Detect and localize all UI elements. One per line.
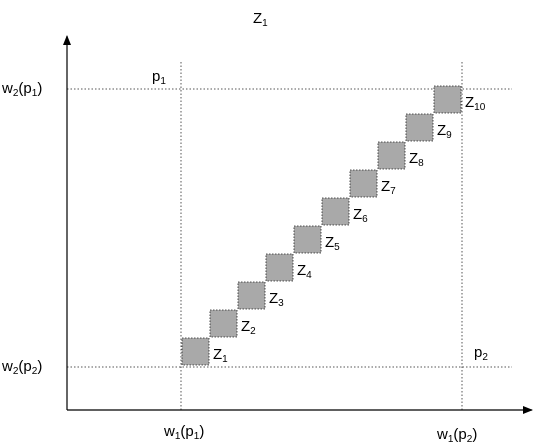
square-z10: Z10 xyxy=(433,85,486,114)
title-sub: 1 xyxy=(262,18,268,29)
square-z9: Z9 xyxy=(405,113,452,142)
square-z6-label: Z6 xyxy=(353,206,368,225)
square-z1-box xyxy=(181,337,210,366)
square-z3-label: Z3 xyxy=(269,290,284,309)
diagram-title: Z1 xyxy=(253,10,268,29)
square-z6: Z6 xyxy=(321,197,368,226)
x-label-w1-p1: w1(p1) xyxy=(163,423,204,442)
square-z7-box xyxy=(349,169,378,198)
square-z8: Z8 xyxy=(377,141,424,170)
square-z4-box xyxy=(265,253,294,282)
square-z8-box xyxy=(377,141,406,170)
square-z2: Z2 xyxy=(209,309,256,338)
square-z5-box xyxy=(293,225,322,254)
square-z9-box xyxy=(405,113,434,142)
point-label-p1: p1 xyxy=(152,68,166,87)
square-z7: Z7 xyxy=(349,169,396,198)
staircase-squares: Z1 Z2 Z3 Z4 Z5 Z6 Z7 Z8 Z9 Z10 xyxy=(181,85,486,366)
square-z2-label: Z2 xyxy=(241,318,256,337)
square-z10-box xyxy=(433,85,462,114)
square-z5-label: Z5 xyxy=(325,234,340,253)
square-z9-label: Z9 xyxy=(437,122,452,141)
x-label-w1-p2: w1(p2) xyxy=(436,426,477,445)
square-z1: Z1 xyxy=(181,337,228,366)
square-z1-label: Z1 xyxy=(213,346,228,365)
square-z10-label: Z10 xyxy=(465,94,486,113)
y-label-w2-p1: w2(p1) xyxy=(1,80,42,99)
y-label-w2-p2: w2(p2) xyxy=(1,358,42,377)
square-z7-label: Z7 xyxy=(381,178,396,197)
square-z6-box xyxy=(321,197,350,226)
square-z5: Z5 xyxy=(293,225,340,254)
title-base: Z xyxy=(253,10,262,27)
square-z4: Z4 xyxy=(265,253,312,282)
point-label-p2: p2 xyxy=(474,344,488,363)
square-z2-box xyxy=(209,309,238,338)
square-z4-label: Z4 xyxy=(297,262,312,281)
square-z3-box xyxy=(237,281,266,310)
square-z3: Z3 xyxy=(237,281,284,310)
square-z8-label: Z8 xyxy=(409,150,424,169)
